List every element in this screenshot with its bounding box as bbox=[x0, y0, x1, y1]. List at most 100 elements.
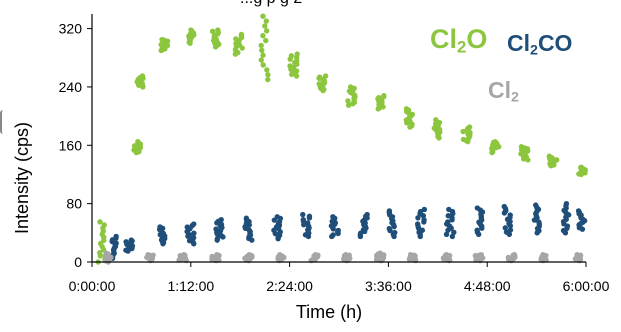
data-point bbox=[263, 18, 269, 24]
legend-element-symbol: Cl bbox=[430, 24, 457, 54]
data-point bbox=[451, 229, 457, 236]
data-point bbox=[233, 36, 239, 42]
data-point bbox=[445, 219, 451, 225]
data-point bbox=[209, 253, 215, 260]
x-axis-title: Time (h) bbox=[296, 302, 362, 322]
data-point bbox=[446, 206, 452, 213]
x-tick-label: 1:12:00 bbox=[167, 278, 214, 294]
data-point bbox=[415, 215, 421, 221]
data-point bbox=[377, 250, 384, 256]
data-point bbox=[322, 73, 329, 79]
data-point bbox=[575, 208, 582, 214]
data-point bbox=[507, 212, 513, 218]
data-point bbox=[414, 221, 421, 227]
data-point bbox=[263, 28, 270, 34]
data-marks bbox=[95, 13, 589, 265]
y-tick-label: 80 bbox=[66, 196, 82, 212]
data-point bbox=[190, 235, 197, 241]
data-point bbox=[300, 211, 306, 218]
data-point bbox=[443, 231, 450, 238]
data-point bbox=[445, 213, 451, 219]
data-point bbox=[343, 252, 349, 258]
data-point bbox=[316, 74, 323, 80]
data-point bbox=[259, 47, 265, 54]
data-point bbox=[472, 252, 479, 259]
data-point bbox=[113, 233, 119, 240]
x-tick-label: 3:36:00 bbox=[365, 278, 412, 294]
data-point bbox=[103, 250, 109, 256]
data-point bbox=[474, 205, 481, 211]
data-point bbox=[533, 202, 539, 208]
data-point bbox=[264, 67, 270, 73]
data-point bbox=[218, 216, 224, 223]
data-point bbox=[214, 235, 221, 242]
data-point bbox=[540, 252, 546, 258]
data-point bbox=[443, 252, 450, 258]
data-point bbox=[263, 37, 269, 44]
legend-subscript: 2 bbox=[530, 42, 538, 59]
data-point bbox=[503, 229, 510, 235]
legend-tail: CO bbox=[537, 30, 573, 56]
data-point bbox=[492, 138, 498, 145]
data-point bbox=[347, 84, 354, 90]
data-point bbox=[246, 252, 253, 258]
data-point bbox=[578, 164, 584, 170]
header-text-fragment: ...g p g 2 bbox=[240, 0, 302, 8]
data-point bbox=[294, 51, 300, 57]
series-cl2co bbox=[109, 200, 588, 262]
data-point bbox=[304, 220, 311, 226]
data-point bbox=[145, 252, 151, 258]
left-edge-bracket bbox=[0, 110, 6, 134]
data-point bbox=[376, 95, 382, 101]
y-tick-label: 240 bbox=[59, 79, 83, 95]
data-point bbox=[101, 222, 107, 228]
data-point bbox=[139, 73, 146, 79]
data-point bbox=[243, 215, 250, 221]
legend-subscript: 2 bbox=[511, 89, 519, 106]
data-point bbox=[97, 250, 103, 256]
data-point bbox=[505, 254, 512, 261]
data-point bbox=[546, 153, 553, 159]
x-tick-label: 2:24:00 bbox=[266, 278, 313, 294]
data-point bbox=[466, 124, 473, 130]
data-point bbox=[260, 13, 266, 19]
data-point bbox=[209, 28, 216, 35]
data-point bbox=[574, 252, 580, 258]
data-point bbox=[188, 27, 194, 33]
data-point bbox=[386, 208, 393, 214]
data-point bbox=[215, 27, 221, 33]
legend-tail: O bbox=[466, 24, 488, 54]
data-point bbox=[449, 233, 456, 240]
legend-subscript: 2 bbox=[457, 37, 467, 57]
data-point bbox=[460, 128, 466, 135]
data-point bbox=[238, 31, 245, 38]
legend-cl2: Cl2 bbox=[488, 77, 519, 106]
data-point bbox=[335, 227, 341, 234]
data-point bbox=[364, 211, 370, 218]
data-point bbox=[460, 136, 467, 143]
data-point bbox=[312, 252, 319, 258]
data-point bbox=[157, 224, 163, 230]
data-point bbox=[191, 230, 197, 236]
data-point bbox=[135, 138, 141, 145]
data-point bbox=[97, 219, 103, 225]
data-point bbox=[345, 102, 352, 108]
data-point bbox=[536, 219, 542, 225]
data-point bbox=[403, 106, 410, 112]
data-point bbox=[258, 57, 264, 63]
data-point bbox=[181, 252, 187, 258]
legend-element-symbol: Cl bbox=[488, 77, 511, 103]
data-point bbox=[260, 62, 266, 68]
data-point bbox=[191, 221, 197, 227]
data-point bbox=[113, 240, 119, 246]
data-point bbox=[507, 227, 514, 233]
data-point bbox=[260, 52, 266, 58]
data-point bbox=[287, 63, 293, 69]
x-tick-label: 0:00:00 bbox=[69, 278, 116, 294]
data-point bbox=[214, 252, 220, 258]
data-point bbox=[474, 227, 480, 233]
data-point bbox=[502, 225, 508, 231]
data-point bbox=[265, 76, 271, 83]
data-point bbox=[421, 206, 428, 213]
